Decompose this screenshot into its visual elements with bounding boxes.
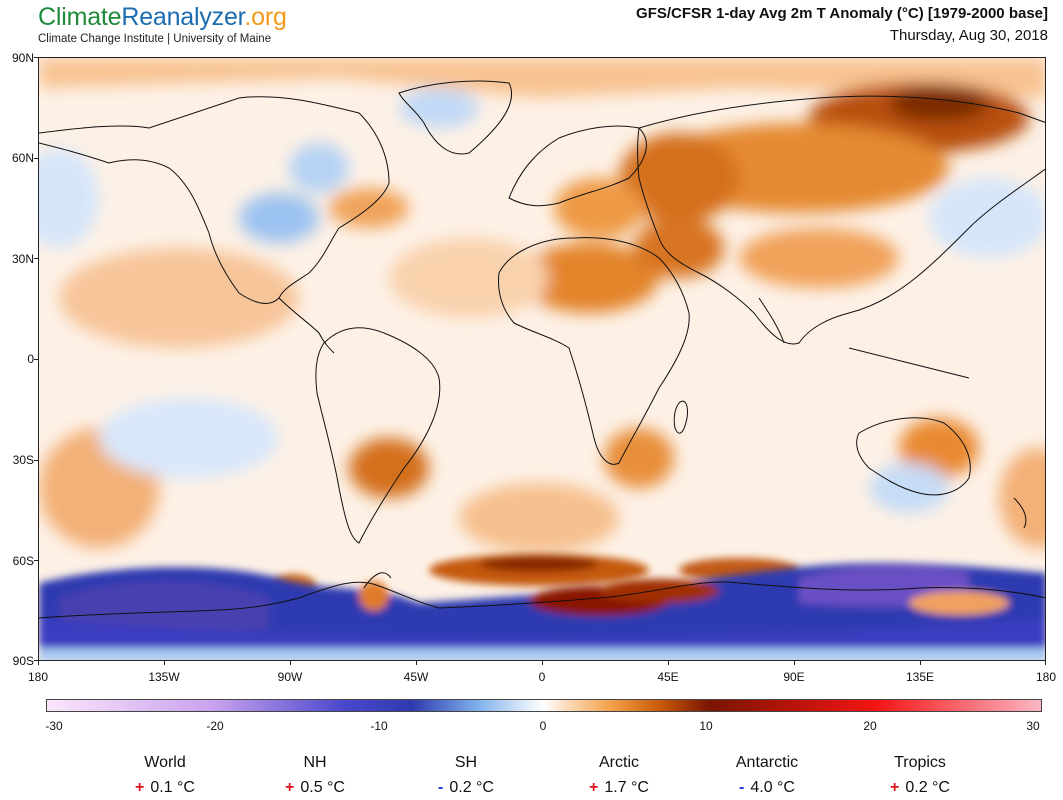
- lon-label-90e: 90E: [783, 670, 805, 684]
- stat-name: Arctic: [599, 754, 639, 771]
- site-subtitle: Climate Change Institute | University of…: [38, 33, 272, 45]
- lon-label-45w: 45W: [403, 670, 429, 684]
- stat-name: World: [144, 754, 186, 771]
- colorbar-label: -30: [45, 719, 63, 733]
- lat-tick: [34, 460, 38, 461]
- colorbar-label: 30: [1026, 719, 1040, 733]
- lat-label-90n: 90N: [11, 51, 34, 65]
- colorbar-label: 20: [863, 719, 877, 733]
- lon-tick: [416, 661, 417, 665]
- lat-tick: [34, 660, 38, 661]
- stat-sign: +: [589, 779, 599, 796]
- stat-value: 4.0 °C: [750, 779, 795, 796]
- lat-label-60s: 60S: [12, 554, 34, 568]
- lon-label-135w: 135W: [148, 670, 180, 684]
- lon-tick: [542, 661, 543, 665]
- lon-label-135e: 135E: [905, 670, 935, 684]
- lon-label-45e: 45E: [657, 670, 679, 684]
- stat-value: 0.2 °C: [905, 779, 950, 796]
- logo-part-org: .org: [244, 3, 287, 31]
- stat-tropics: Tropics +0.2 °C: [845, 753, 995, 800]
- lon-tick: [1045, 661, 1046, 665]
- lat-tick: [34, 560, 38, 561]
- logo-part-reanalyzer: Reanalyzer: [121, 3, 245, 31]
- colorbar-label: -20: [206, 719, 224, 733]
- stat-name: Tropics: [894, 754, 946, 771]
- stat-world: World +0.1 °C: [90, 753, 240, 800]
- site-branding: ClimateReanalyzer.org Climate Change Ins…: [38, 2, 287, 45]
- logo-part-climate: Climate: [38, 3, 122, 31]
- stat-value: 0.2 °C: [449, 779, 494, 796]
- lon-tick: [920, 661, 921, 665]
- lat-tick: [34, 359, 38, 360]
- lat-label-30n: 30N: [11, 252, 34, 266]
- lat-tick: [34, 57, 38, 58]
- stat-antarctic: Antarctic -4.0 °C: [692, 753, 842, 800]
- lon-label-180w: 180: [27, 670, 49, 684]
- lon-tick: [164, 661, 165, 665]
- anomaly-map: [38, 57, 1046, 661]
- lat-label-90s: 90S: [12, 654, 34, 668]
- stat-sign: +: [135, 779, 145, 796]
- stat-sign: +: [285, 779, 295, 796]
- lon-tick: [668, 661, 669, 665]
- lat-tick: [34, 258, 38, 259]
- site-logo[interactable]: ClimateReanalyzer.org: [38, 2, 287, 32]
- stat-sign: -: [739, 779, 745, 796]
- lon-tick: [794, 661, 795, 665]
- map-date: Thursday, Aug 30, 2018: [889, 27, 1048, 44]
- lat-tick: [34, 158, 38, 159]
- stat-sign: +: [890, 779, 900, 796]
- stat-sh: SH -0.2 °C: [391, 753, 541, 800]
- lon-tick: [290, 661, 291, 665]
- coastlines: [39, 80, 1045, 619]
- map-title: GFS/CFSR 1-day Avg 2m T Anomaly (°C) [19…: [636, 5, 1048, 22]
- stat-name: NH: [303, 754, 327, 771]
- anomaly-field: [39, 58, 1045, 660]
- stat-nh: NH +0.5 °C: [240, 753, 390, 800]
- stat-value: 1.7 °C: [604, 779, 649, 796]
- stat-name: Antarctic: [735, 754, 799, 771]
- lon-tick: [38, 661, 39, 665]
- stat-arctic: Arctic +1.7 °C: [544, 753, 694, 800]
- lat-label-0: 0: [27, 352, 34, 366]
- stat-value: 0.5 °C: [300, 779, 345, 796]
- lon-label-0: 0: [538, 670, 546, 684]
- stat-value: 0.1 °C: [150, 779, 195, 796]
- colorbar-label: 10: [699, 719, 713, 733]
- map-title-block: GFS/CFSR 1-day Avg 2m T Anomaly (°C) [19…: [636, 4, 1048, 48]
- lon-label-180e: 180: [1035, 670, 1057, 684]
- lon-label-90w: 90W: [277, 670, 303, 684]
- lat-label-30s: 30S: [12, 453, 34, 467]
- colorbar-label: 0: [539, 719, 547, 733]
- stat-sign: -: [438, 779, 444, 796]
- colorbar: [46, 699, 1042, 712]
- stat-name: SH: [454, 754, 478, 771]
- lat-label-60n: 60N: [11, 151, 34, 165]
- colorbar-label: -10: [370, 719, 388, 733]
